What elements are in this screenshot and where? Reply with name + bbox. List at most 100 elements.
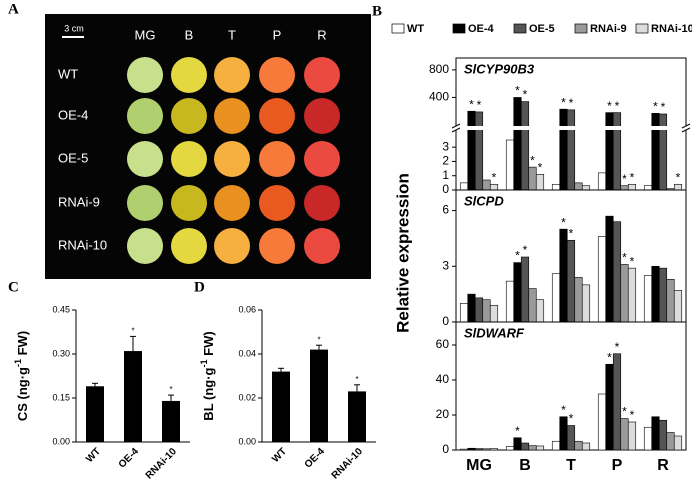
- bar: [535, 299, 545, 323]
- fruit: [127, 141, 163, 177]
- bar: [482, 179, 491, 191]
- bar: [489, 448, 499, 451]
- bar: [528, 288, 537, 323]
- fruit: [171, 228, 207, 264]
- fruit: [259, 141, 295, 177]
- bar: [505, 446, 515, 451]
- y-axis-label-part: -1: [13, 359, 23, 367]
- bar: [574, 182, 583, 191]
- bar: [581, 284, 591, 323]
- x-tick-label: T: [566, 457, 576, 474]
- fruit: [214, 98, 250, 134]
- bar: [643, 426, 653, 451]
- bar: [597, 393, 607, 451]
- bar: [513, 437, 522, 451]
- panel-label: C: [8, 279, 19, 295]
- y-tick-label: 0.06: [238, 304, 256, 314]
- significance-marker: *: [622, 251, 627, 265]
- bar: [513, 262, 522, 323]
- fruit: [304, 185, 340, 221]
- y-axis-label-part: FW): [201, 331, 216, 359]
- fruit: [171, 185, 207, 221]
- column-label: R: [317, 27, 326, 42]
- bar: [459, 182, 469, 191]
- y-axis-label: CS (ng·g-1 FW): [13, 331, 30, 421]
- panel-label: B: [372, 3, 382, 19]
- x-tick-label: MG: [466, 457, 492, 474]
- column-label: T: [228, 27, 236, 42]
- panel-label: A: [8, 1, 19, 17]
- significance-marker: *: [538, 160, 543, 174]
- fruit: [259, 228, 295, 264]
- bar: [559, 108, 568, 191]
- y-tick-label: 40: [436, 372, 450, 386]
- fruit: [127, 57, 163, 93]
- bar: [551, 440, 561, 451]
- break-mark: [451, 123, 461, 129]
- significance-marker: *: [169, 385, 172, 394]
- bar: [566, 425, 576, 451]
- break-mark: [681, 123, 691, 129]
- bar: [566, 109, 576, 191]
- column-label: P: [273, 27, 282, 42]
- bar: [520, 256, 530, 323]
- fruit: [214, 228, 250, 264]
- x-tick-label: R: [657, 457, 669, 474]
- y-tick-label: 0.30: [52, 348, 70, 358]
- y-tick-label: 0.15: [52, 392, 70, 402]
- bar: [467, 293, 476, 323]
- x-tick-label: OE-4: [117, 446, 142, 471]
- bar: [581, 442, 591, 451]
- y-tick-label: 3: [442, 139, 449, 153]
- legend-swatch: [574, 23, 588, 34]
- y-axis-label: BL (ng·g-1 FW): [199, 331, 216, 420]
- x-tick-label: RNAi-10: [330, 446, 366, 481]
- row-label: RNAi-10: [58, 237, 107, 252]
- panel-label: D: [194, 279, 205, 295]
- bar: [505, 139, 515, 191]
- significance-marker: *: [515, 249, 520, 263]
- bar: [162, 400, 180, 442]
- fruit: [259, 57, 295, 93]
- bar: [651, 416, 660, 451]
- legend-label: RNAi-10: [651, 23, 692, 35]
- bar: [605, 215, 614, 323]
- fruit: [171, 98, 207, 134]
- y-tick-label: 0: [442, 182, 449, 196]
- fruit: [171, 141, 207, 177]
- fruit: [127, 228, 163, 264]
- fruit: [259, 185, 295, 221]
- bar: [528, 445, 537, 451]
- legend-label: OE-5: [529, 23, 555, 35]
- significance-marker: *: [561, 403, 566, 417]
- significance-marker: *: [469, 97, 474, 111]
- bar: [658, 113, 668, 191]
- bar: [310, 349, 328, 442]
- fruit: [171, 57, 207, 93]
- bar: [651, 265, 660, 323]
- bar: [605, 112, 614, 191]
- bar: [535, 445, 545, 451]
- bar: [124, 351, 142, 442]
- y-axis-label-part: -1: [199, 359, 209, 367]
- fruit: [127, 185, 163, 221]
- scale-label: 3 cm: [64, 23, 84, 33]
- bar: [627, 421, 637, 451]
- bar: [474, 111, 484, 191]
- significance-marker: *: [630, 408, 635, 422]
- y-axis-label-part: BL (ng·g: [201, 367, 216, 420]
- y-tick-label: 400: [429, 90, 449, 104]
- significance-marker: *: [615, 340, 620, 354]
- significance-marker: *: [630, 254, 635, 268]
- significance-marker: *: [676, 170, 681, 184]
- break-mark: [681, 127, 691, 133]
- bar: [581, 185, 591, 191]
- x-tick-label: P: [612, 457, 623, 474]
- legend-swatch: [391, 23, 405, 34]
- bar: [612, 221, 622, 323]
- significance-marker: *: [653, 99, 658, 113]
- bar: [612, 112, 622, 191]
- significance-marker: *: [561, 95, 566, 109]
- fruit: [304, 141, 340, 177]
- bar: [86, 386, 104, 442]
